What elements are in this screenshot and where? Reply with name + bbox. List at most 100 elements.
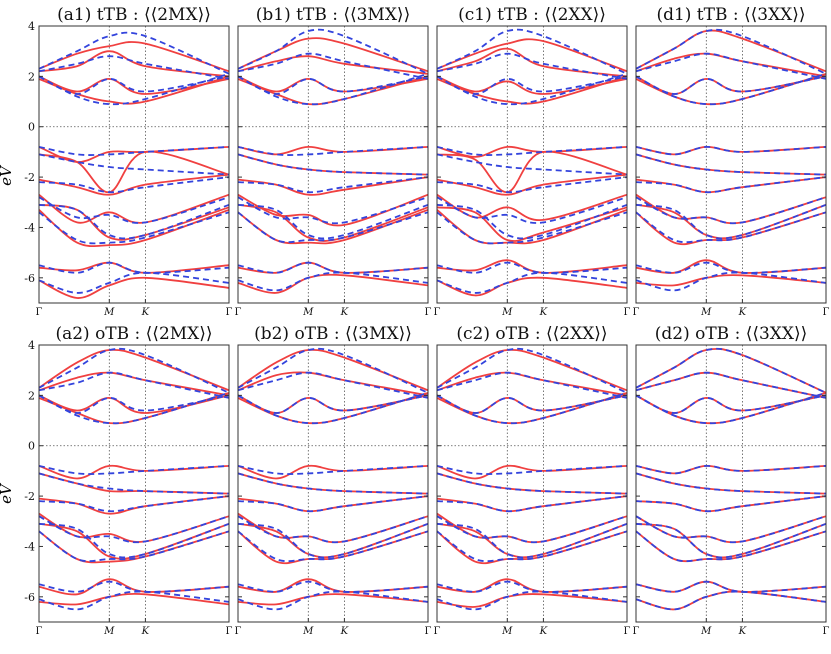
ref-band-9 [38, 530, 230, 563]
xtick-label: M [302, 307, 314, 318]
xtick-label: M [501, 626, 513, 637]
ytick-label: -6 [24, 591, 35, 604]
ref-band-6 [38, 495, 230, 513]
tb-band-6 [237, 495, 429, 513]
ref-band-10 [38, 580, 230, 593]
panel-title: (b2) oTB : ⟨⟨3MX⟩⟩ [254, 324, 412, 344]
xtick-label: Γ [434, 626, 441, 637]
tb-band-5 [436, 150, 628, 194]
tb-band-6 [38, 173, 230, 196]
ref-band-9 [635, 211, 827, 244]
ref-band-8 [436, 522, 628, 559]
tb-band-0 [38, 41, 230, 73]
ytick-label: 0 [28, 121, 35, 134]
panel-title: (a1) tTB : ⟨⟨2MX⟩⟩ [57, 5, 211, 25]
ref-band-8 [38, 522, 230, 559]
tb-band-3 [38, 391, 230, 425]
xtick-label: M [103, 626, 115, 637]
ref-band-3 [38, 391, 230, 425]
tb-band-10 [635, 259, 827, 274]
ytick-label: 2 [28, 389, 35, 402]
ref-band-3 [436, 391, 628, 425]
axes-frame [635, 25, 827, 304]
tb-band-8 [436, 206, 628, 242]
ref-band-1 [635, 52, 827, 80]
ref-band-10 [635, 261, 827, 274]
ref-band-1 [237, 371, 429, 399]
ref-band-1 [237, 52, 429, 80]
tb-band-7 [635, 515, 827, 544]
ref-band-11 [635, 271, 827, 292]
ref-band-7 [635, 515, 827, 544]
ref-band-7 [237, 196, 429, 225]
tb-band-4 [635, 464, 827, 475]
tb-band-11 [436, 276, 628, 297]
ref-band-3 [635, 72, 827, 106]
tb-band-11 [635, 590, 827, 611]
ref-band-6 [38, 176, 230, 194]
tb-band-11 [635, 274, 827, 287]
tb-band-6 [436, 173, 628, 196]
ref-band-4 [436, 146, 628, 156]
xtick-label: K [141, 626, 150, 637]
panel-1: (b1) tTB : ⟨⟨3MX⟩⟩ Γ M K Γ [235, 5, 432, 318]
tb-band-5 [38, 150, 230, 194]
ref-band-11 [237, 590, 429, 611]
tb-band-1 [237, 55, 429, 75]
ref-band-3 [237, 72, 429, 106]
xtick-label: M [103, 307, 115, 318]
ref-band-7 [237, 515, 429, 544]
ref-band-6 [635, 176, 827, 194]
ref-band-3 [38, 72, 230, 106]
ref-band-4 [635, 145, 827, 156]
tb-band-7 [237, 193, 429, 227]
tb-band-10 [38, 261, 230, 274]
ref-band-1 [635, 371, 827, 399]
xtick-label: Γ [36, 626, 43, 637]
ref-band-1 [436, 52, 628, 80]
ref-band-1 [38, 371, 230, 399]
tb-band-2 [436, 75, 628, 95]
ref-band-9 [635, 530, 827, 563]
ref-band-10 [436, 261, 628, 274]
ref-band-0 [436, 347, 628, 394]
xtick-label: K [539, 307, 548, 318]
ylabel-top: eV [0, 164, 15, 186]
ref-band-11 [38, 590, 230, 611]
xtick-label: M [700, 626, 712, 637]
xtick-label: Γ [226, 626, 233, 637]
ref-band-8 [38, 203, 230, 240]
ref-band-9 [436, 211, 628, 245]
tb-band-0 [635, 347, 827, 394]
tb-band-3 [237, 391, 429, 425]
xtick-label: M [501, 307, 513, 318]
axes-frame [38, 25, 230, 304]
ref-band-10 [237, 261, 429, 274]
ref-band-7 [38, 196, 230, 224]
ytick-label: -4 [24, 540, 35, 553]
panel-4: (a2) oTB : ⟨⟨2MX⟩⟩ -6 -4 -2 0 2 4 Γ M K Γ [24, 324, 232, 637]
ref-band-5 [436, 472, 628, 495]
xtick-label: Γ [823, 307, 830, 318]
ref-band-4 [635, 464, 827, 475]
ref-band-4 [436, 465, 628, 475]
ytick-label: 0 [28, 440, 35, 453]
xtick-label: K [141, 307, 150, 318]
ref-band-7 [635, 196, 827, 225]
tb-band-6 [436, 495, 628, 513]
ytick-label: 4 [28, 20, 35, 33]
ytick-label: 2 [28, 70, 35, 83]
ref-band-6 [635, 495, 827, 513]
tb-band-11 [237, 593, 429, 606]
panel-title: (c2) oTB : ⟨⟨2XX⟩⟩ [456, 324, 607, 344]
tb-band-0 [237, 348, 429, 392]
tb-band-5 [635, 153, 827, 176]
panel-title: (b1) tTB : ⟨⟨3MX⟩⟩ [256, 5, 410, 25]
ref-band-11 [436, 590, 628, 611]
ref-band-0 [635, 28, 827, 75]
axes-frame [635, 344, 827, 623]
ref-band-10 [237, 580, 429, 593]
ref-band-6 [436, 495, 628, 513]
